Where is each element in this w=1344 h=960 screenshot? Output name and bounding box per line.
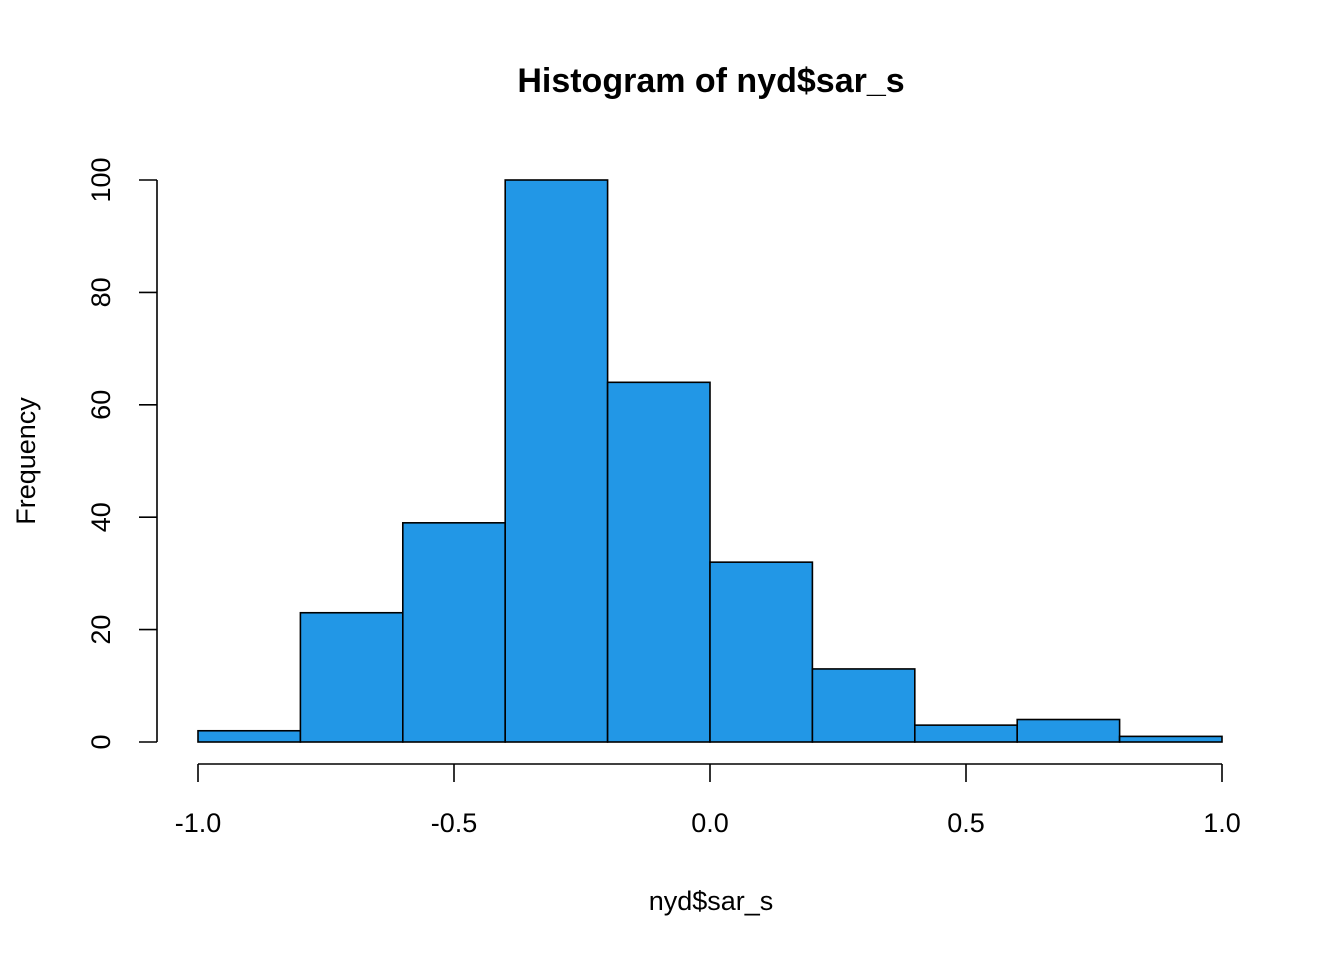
y-tick-label: 100 [86,157,116,202]
x-axis: -1.0 -0.5 0.0 0.5 1.0 [175,763,1241,838]
y-axis-label: Frequency [11,397,41,525]
histogram-bar-1 [197,729,302,743]
histogram-bar-3 [401,522,506,743]
bars-group [197,179,1223,743]
histogram-bar-2 [299,611,404,743]
histogram-bar-6 [709,561,814,743]
histogram-bar-4 [504,179,609,743]
histogram-bar-9 [1016,718,1121,743]
y-tick-label: 80 [86,277,116,307]
histogram-bar-7 [811,668,916,743]
x-tick-label: 1.0 [1203,808,1241,838]
x-tick-label: -0.5 [431,808,478,838]
y-tick-label: 60 [86,390,116,420]
x-axis-label: nyd$sar_s [649,886,774,916]
histogram-bar-10 [1118,735,1223,743]
y-tick-label: 40 [86,502,116,532]
histogram-bar-8 [913,724,1018,743]
chart-title: Histogram of nyd$sar_s [517,62,904,100]
histogram-bar-5 [606,381,711,743]
y-tick-label: 20 [86,615,116,645]
y-axis: 0 20 40 60 80 100 [86,157,158,750]
x-tick-label: -1.0 [175,808,222,838]
y-tick-label: 0 [86,734,116,749]
x-tick-label: 0.5 [947,808,985,838]
x-tick-label: 0.0 [691,808,729,838]
